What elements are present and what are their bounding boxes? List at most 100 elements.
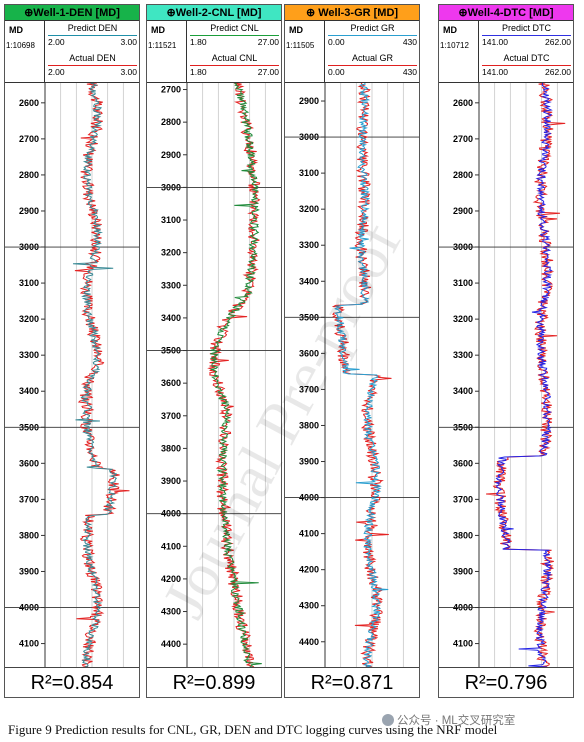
channel-line — [482, 35, 571, 36]
depth-label: 3800 — [453, 530, 473, 540]
channel-max: 262.00 — [545, 67, 571, 77]
channel-name: Actual DTC — [503, 53, 550, 63]
channel-name: Predict DEN — [67, 23, 118, 33]
channel-predict: Predict CNL 1.80 27.00 — [188, 21, 281, 51]
md-label: MD — [289, 25, 303, 35]
depth-label: 3400 — [19, 386, 39, 396]
channel-name: Predict CNL — [210, 23, 259, 33]
channel-name: Actual DEN — [69, 53, 116, 63]
actual-log-curve — [486, 82, 566, 668]
panel-title: ⊕Well-4-DTC [MD] — [439, 5, 573, 21]
depth-label: 2600 — [453, 98, 473, 108]
depth-label: 3200 — [299, 204, 319, 214]
channel-max: 430 — [402, 37, 417, 47]
channel-min: 1.80 — [190, 67, 207, 77]
channel-name: Predict GR — [350, 23, 395, 33]
depth-label: 2800 — [161, 117, 181, 127]
channel-max: 3.00 — [120, 37, 137, 47]
depth-label: 2900 — [453, 206, 473, 216]
depth-label: 4100 — [19, 639, 39, 649]
depth-label: 3600 — [19, 458, 39, 468]
depth-label: 3900 — [161, 476, 181, 486]
depth-label: 2900 — [299, 96, 319, 106]
panel-well-4: ⊕Well-4-DTC [MD] MD 1:10712 Predict DTC … — [438, 4, 574, 698]
depth-scale: 1:11521 — [148, 41, 177, 50]
depth-label: 3300 — [19, 350, 39, 360]
predicted-log-curve — [494, 82, 553, 668]
depth-label: 3900 — [299, 457, 319, 467]
log-track-svg: 2700280029003000310032003300340035003600… — [147, 82, 281, 668]
log-track-svg: 2900300031003200330034003500360037003800… — [285, 82, 419, 668]
watermark-text: 公众号 · ML交叉研究室 — [397, 715, 516, 727]
depth-label: 3100 — [453, 278, 473, 288]
depth-label: 3200 — [453, 314, 473, 324]
r2-label: R²=0.796 — [439, 667, 573, 697]
md-column-header: MD 1:11505 — [285, 21, 325, 82]
channel-line — [48, 65, 137, 66]
md-label: MD — [443, 25, 457, 35]
depth-label: 3300 — [299, 240, 319, 250]
log-track-svg: 2600270028002900300031003200330034003500… — [439, 82, 573, 668]
channel-actual: Actual DEN 2.00 3.00 — [46, 51, 139, 81]
log-track: 2600 2700 2800 2900 3000 3100 3200 3300 3400 3500… — [5, 82, 139, 668]
channel-min: 2.00 — [48, 67, 65, 77]
depth-label: 3800 — [299, 420, 319, 430]
channel-min: 141.00 — [482, 67, 508, 77]
depth-label: 3700 — [453, 494, 473, 504]
depth-label: 4300 — [299, 601, 319, 611]
predicted-log-curve — [72, 82, 118, 668]
channel-line — [190, 35, 279, 36]
r2-label: R²=0.871 — [285, 667, 419, 697]
depth-scale: 1:10712 — [440, 41, 469, 50]
md-column-header: MD 1:10698 — [5, 21, 45, 82]
depth-label: 3300 — [453, 350, 473, 360]
channel-min: 0.00 — [328, 37, 345, 47]
predicted-log-curve — [209, 82, 262, 668]
depth-label: 2900 — [19, 206, 39, 216]
channel-predict: Predict GR 0.00 430 — [326, 21, 419, 51]
depth-scale: 1:10698 — [6, 41, 35, 50]
channel-line — [482, 65, 571, 66]
depth-label: 2700 — [161, 85, 181, 95]
depth-label: 3900 — [19, 566, 39, 576]
depth-label: 4300 — [161, 607, 181, 617]
depth-label: 3400 — [161, 313, 181, 323]
actual-log-curve — [331, 82, 392, 668]
wechat-watermark: 公众号 · ML交叉研究室 — [382, 712, 515, 728]
channel-min: 0.00 — [328, 67, 345, 77]
r2-label: R²=0.854 — [5, 667, 139, 697]
actual-log-curve — [74, 82, 130, 668]
depth-scale: 1:11505 — [286, 41, 315, 50]
channel-predict: Predict DTC 141.00 262.00 — [480, 21, 573, 51]
depth-label: 2900 — [161, 150, 181, 160]
panel-title: ⊕Well-1-DEN [MD] — [5, 5, 139, 21]
channel-actual: Actual GR 0.00 430 — [326, 51, 419, 81]
depth-label: 3800 — [161, 443, 181, 453]
panel-title: ⊕ Well-3-GR [MD] — [285, 5, 419, 21]
panel-title: ⊕Well-2-CNL [MD] — [147, 5, 281, 21]
depth-label: 3900 — [453, 566, 473, 576]
channel-max: 262.00 — [545, 37, 571, 47]
channel-name: Predict DTC — [501, 23, 551, 33]
depth-label: 2800 — [453, 170, 473, 180]
depth-label: 3100 — [161, 215, 181, 225]
channel-line — [328, 65, 417, 66]
depth-label: 3300 — [161, 280, 181, 290]
channel-min: 2.00 — [48, 37, 65, 47]
log-track: 2600 2700 2800 2900 3000 3100 3200 3300 3400 3500… — [439, 82, 573, 668]
depth-label: 3400 — [299, 276, 319, 286]
track-header: MD 1:11521 Predict CNL 1.80 27.00 Actual… — [147, 21, 281, 83]
depth-label: 3200 — [19, 314, 39, 324]
depth-label: 2700 — [19, 134, 39, 144]
depth-label: 4100 — [299, 529, 319, 539]
track-header: MD 1:10712 Predict DTC 141.00 262.00 Act… — [439, 21, 573, 83]
log-track: 2900 3000 3100 3200 3300 3400 3500 3600 3700 3800… — [285, 82, 419, 668]
channel-max: 27.00 — [257, 37, 279, 47]
wechat-icon — [382, 714, 394, 726]
channel-actual: Actual DTC 141.00 262.00 — [480, 51, 573, 81]
depth-label: 3800 — [19, 530, 39, 540]
channel-min: 141.00 — [482, 37, 508, 47]
channel-max: 430 — [402, 67, 417, 77]
panel-well-3: ⊕ Well-3-GR [MD] MD 1:11505 Predict GR 0… — [284, 4, 420, 698]
depth-label: 4200 — [299, 565, 319, 575]
